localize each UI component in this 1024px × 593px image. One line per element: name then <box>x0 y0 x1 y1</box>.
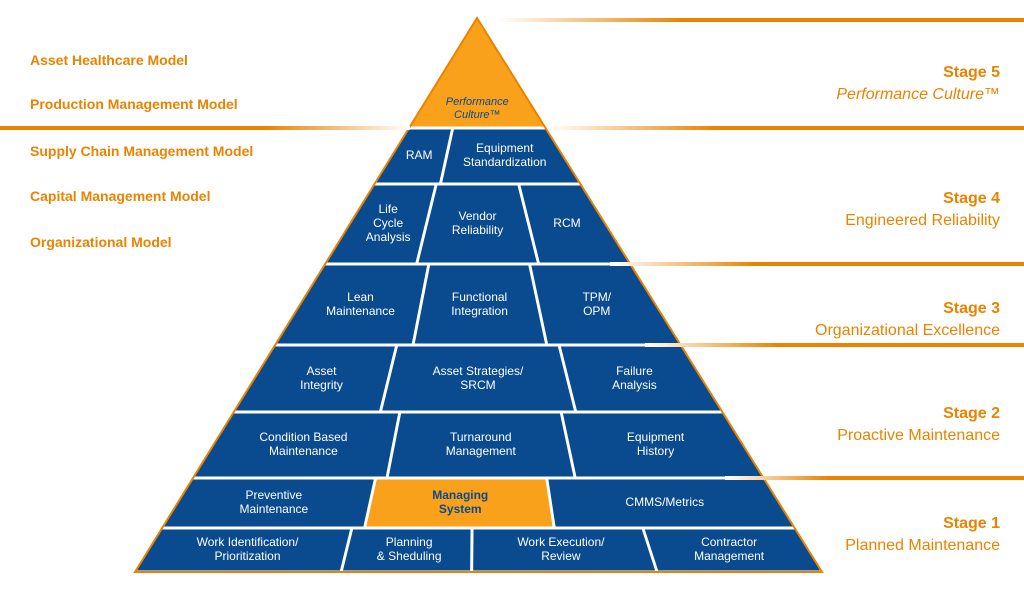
pyramid-block-label: Equipment Standardization <box>448 130 562 183</box>
stage-title: Stage 2 <box>700 405 1000 423</box>
model-label: Organizational Model <box>30 234 172 250</box>
model-label: Asset Healthcare Model <box>30 52 188 68</box>
pyramid-block-label: Preventive Maintenance <box>172 480 375 527</box>
stage-subtitle: Organizational Excellence <box>700 322 1000 340</box>
pyramid-block-label: Planning & Sheduling <box>339 530 480 571</box>
pyramid-block-label: Work Execution/ Review <box>465 530 656 571</box>
stage-subtitle: Performance Culture™ <box>700 86 1000 104</box>
model-label: Production Management Model <box>30 96 238 112</box>
pyramid-block-label: TPM/ OPM <box>536 266 657 344</box>
pyramid-block-label: Condition Based Maintenance <box>210 414 397 477</box>
stage-separator <box>498 18 1024 22</box>
pyramid-block-label: Asset Strategies/ SRCM <box>387 347 570 411</box>
model-label: Capital Management Model <box>30 188 210 204</box>
pyramid-block-label: Performance Culture™ <box>417 89 537 129</box>
pyramid-block-label: RAM <box>387 130 451 183</box>
maturity-pyramid-diagram: Performance Culture™RAMEquipment Standar… <box>0 0 1024 593</box>
stage-subtitle: Engineered Reliability <box>700 212 1000 230</box>
pyramid-block-label: Life Cycle Analysis <box>347 186 429 263</box>
stage-subtitle: Planned Maintenance <box>700 537 1000 555</box>
pyramid-block-label: Asset Integrity <box>250 347 392 411</box>
stage-separator <box>0 126 410 130</box>
stage-title: Stage 4 <box>700 190 1000 208</box>
stage-subtitle: Proactive Maintenance <box>700 427 1000 445</box>
stage-title: Stage 3 <box>700 300 1000 318</box>
pyramid-block-label: Failure Analysis <box>563 347 705 411</box>
stage-separator <box>610 262 1024 266</box>
pyramid-block-label: Functional Integration <box>419 266 540 344</box>
pyramid-block-label: Managing System <box>364 480 556 527</box>
stage-title: Stage 1 <box>700 515 1000 533</box>
pyramid-block-label: Lean Maintenance <box>298 266 422 344</box>
stage-title: Stage 5 <box>700 64 1000 82</box>
model-label: Supply Chain Management Model <box>30 143 253 159</box>
pyramid-block-label: Turnaround Management <box>390 414 572 477</box>
pyramid-block-label: Vendor Reliability <box>426 186 529 263</box>
stage-separator <box>550 126 1024 130</box>
pyramid-block-label: RCM <box>526 186 608 263</box>
pyramid-block-label: Work Identification/ Prioritization <box>142 530 352 571</box>
